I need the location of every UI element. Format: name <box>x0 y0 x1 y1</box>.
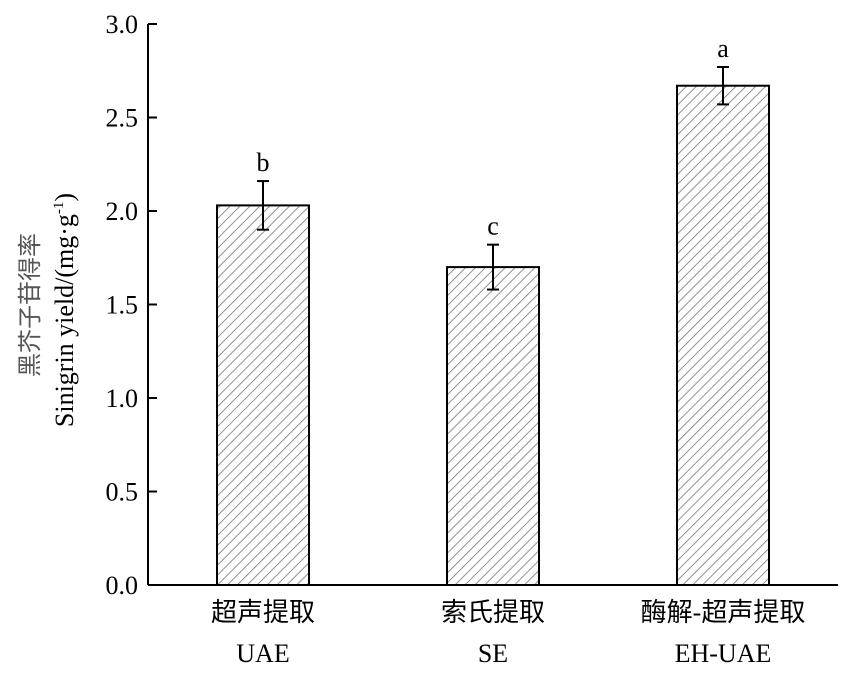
y-tick-label: 2.5 <box>106 104 139 133</box>
y-tick-label: 0.5 <box>106 478 139 507</box>
labels: 0.0 0.5 1.0 1.5 2.0 2.5 3.0 b 超声提取 UAE c 索氏提取 SE a 酶解-… <box>106 10 806 668</box>
y-axis-title-close: ) <box>50 193 79 202</box>
y-axis-title-zh: 黑芥子苷得率 <box>16 233 44 377</box>
y-axis-title: 黑芥子苷得率 Sinigrin yield/(mg·g-1) <box>16 193 79 427</box>
y-tick-label: 1.5 <box>106 291 139 320</box>
category-label-en: EH-UAE <box>675 639 772 668</box>
category-label-zh: 酶解-超声提取 <box>641 598 806 627</box>
category-label-en: UAE <box>236 639 289 668</box>
y-tick-label: 0.0 <box>106 571 139 600</box>
bar <box>676 84 770 587</box>
y-axis-title-en: Sinigrin yield/(mg·g-1) <box>50 193 79 427</box>
significance-label: b <box>257 148 270 177</box>
bar <box>446 266 540 586</box>
category-label-zh: 索氏提取 <box>441 598 545 627</box>
y-tick-label: 2.0 <box>106 197 139 226</box>
significance-label: c <box>487 212 499 241</box>
category-label-en: SE <box>478 639 508 668</box>
bars <box>216 66 770 587</box>
bar <box>216 204 310 586</box>
significance-label: a <box>717 34 729 63</box>
category-label-zh: 超声提取 <box>211 598 315 627</box>
y-axis-title-sup: -1 <box>51 202 67 215</box>
y-tick-label: 3.0 <box>106 10 139 39</box>
y-axis-title-main: Sinigrin yield/(mg·g <box>50 214 79 427</box>
y-tick-label: 1.0 <box>106 384 139 413</box>
